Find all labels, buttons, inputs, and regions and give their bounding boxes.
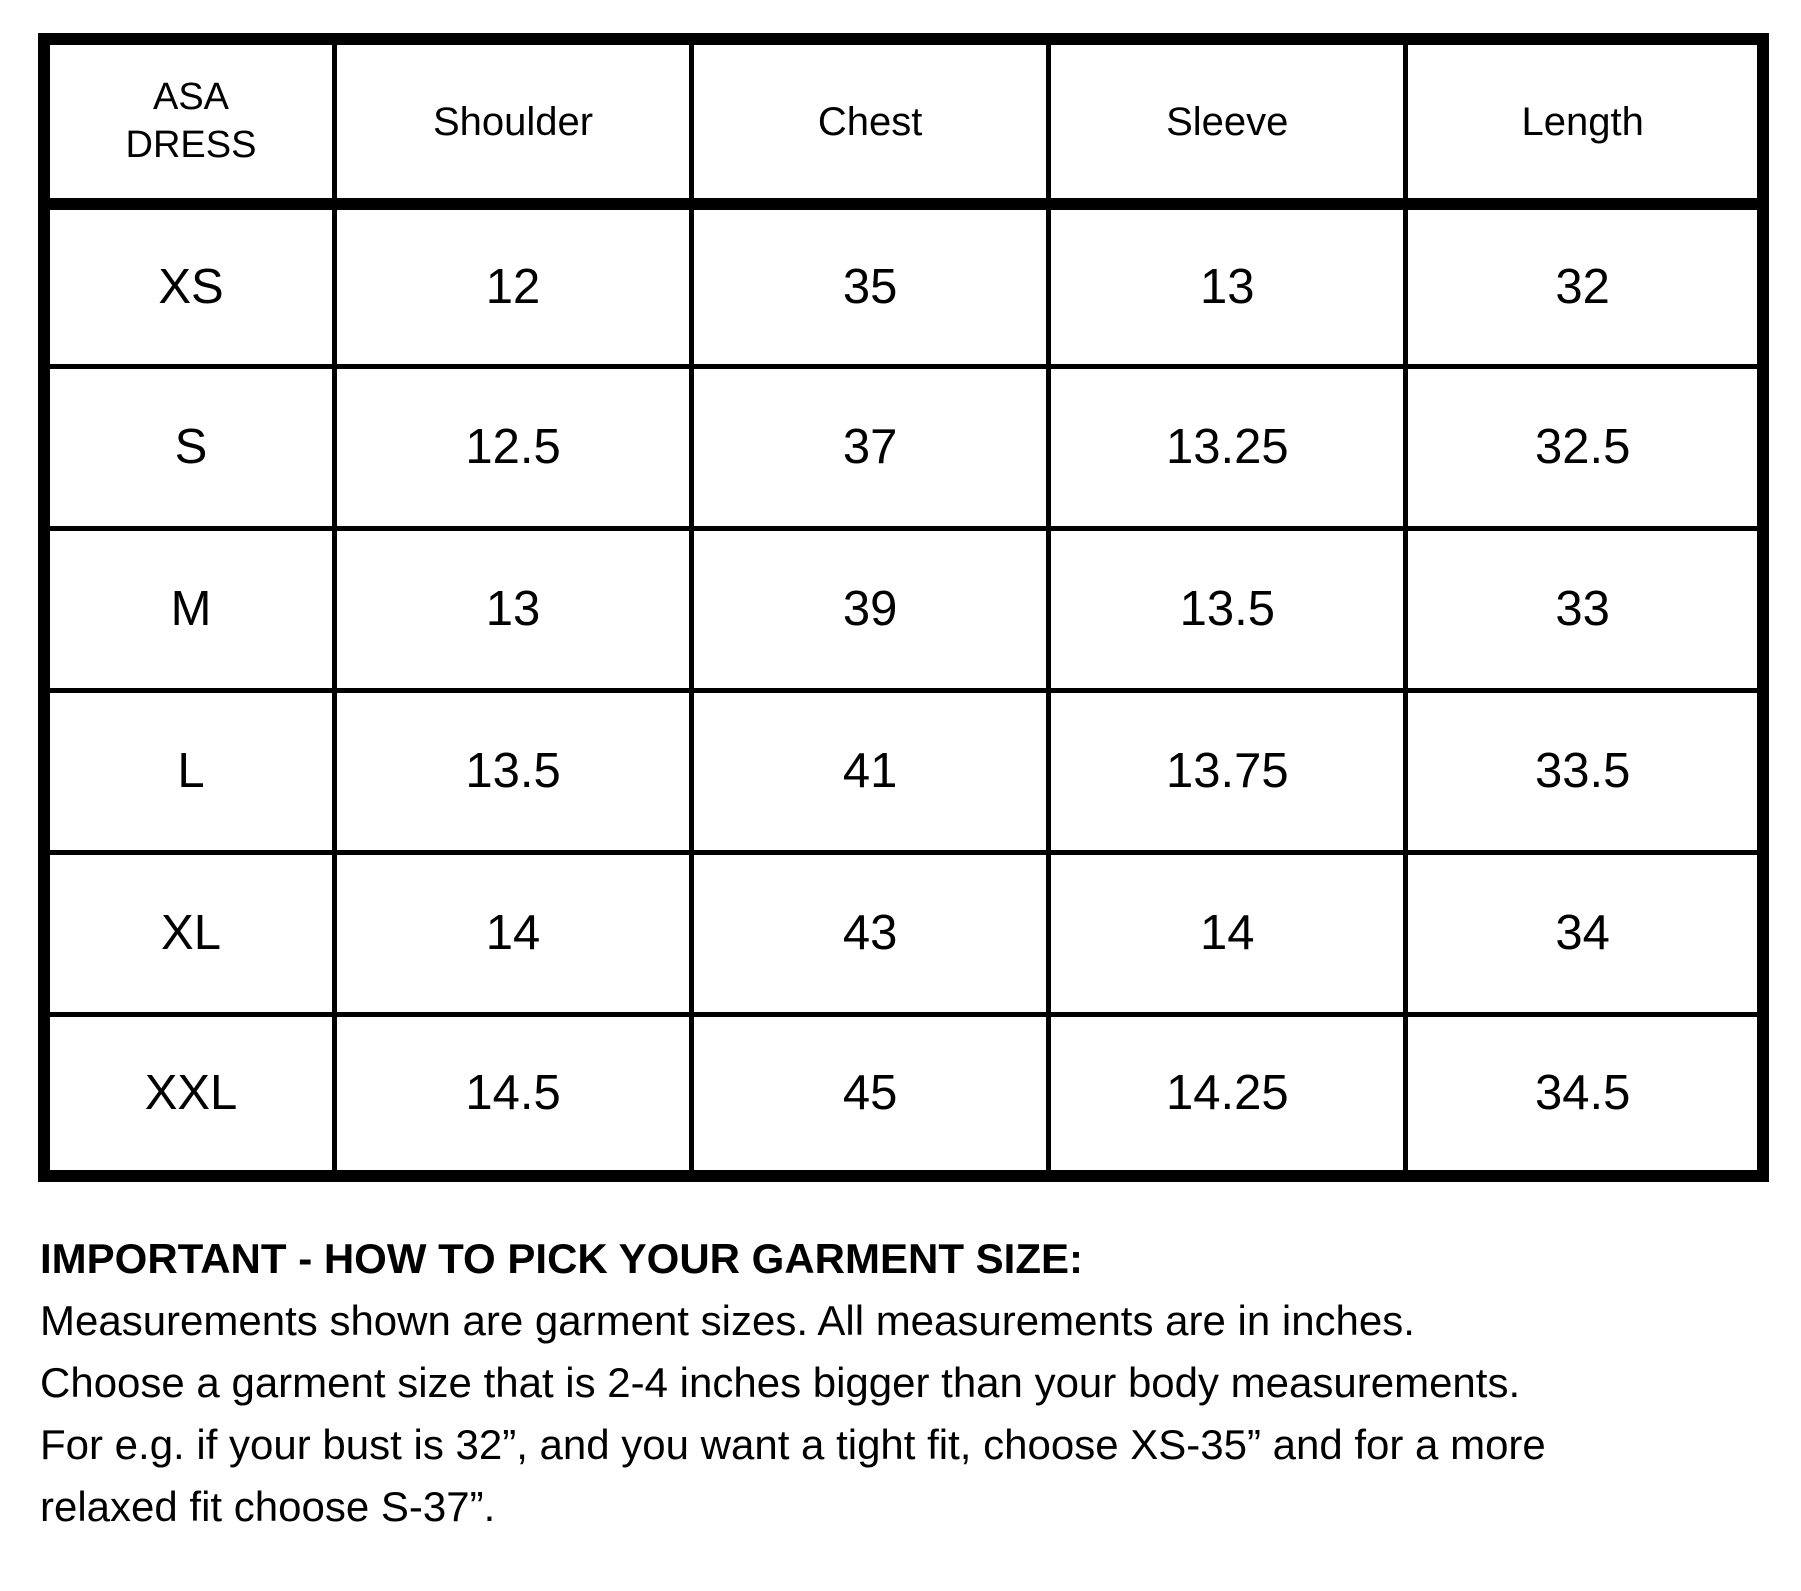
sizing-note-title: IMPORTANT - HOW TO PICK YOUR GARMENT SIZ…: [40, 1235, 1083, 1282]
shoulder-value: 13.5: [331, 687, 695, 855]
size-chart-table: ASA DRESS Shoulder Chest Sleeve Length X…: [38, 33, 1769, 1182]
chest-value: 43: [689, 849, 1052, 1017]
sleeve-value: 13.5: [1046, 525, 1409, 693]
length-value: 34: [1403, 849, 1766, 1017]
header-cell-chest: Chest: [689, 36, 1052, 210]
header-cell-sleeve: Sleeve: [1046, 36, 1409, 210]
size-cell: M: [41, 525, 337, 693]
table-row-xl: XL 14 43 14 34: [41, 849, 1766, 1017]
chest-value: 39: [689, 525, 1052, 693]
chest-value: 45: [689, 1011, 1052, 1179]
table-row-l: L 13.5 41 13.75 33.5: [41, 687, 1766, 855]
sleeve-value: 13: [1046, 201, 1409, 369]
size-cell: XS: [41, 201, 337, 369]
size-cell: XL: [41, 849, 337, 1017]
shoulder-value: 12.5: [331, 363, 695, 531]
sleeve-value: 14: [1046, 849, 1409, 1017]
table-row-xxl: XXL 14.5 45 14.25 34.5: [41, 1011, 1766, 1179]
sizing-note-line: For e.g. if your bust is 32”, and you wa…: [40, 1421, 1546, 1468]
shoulder-value: 12: [331, 201, 695, 369]
length-value: 34.5: [1403, 1011, 1766, 1179]
length-value: 32: [1403, 201, 1766, 369]
table-row-s: S 12.5 37 13.25 32.5: [41, 363, 1766, 531]
sleeve-value: 13.25: [1046, 363, 1409, 531]
sizing-note-line: relaxed fit choose S-37”.: [40, 1483, 496, 1530]
size-cell: XXL: [41, 1011, 337, 1179]
sleeve-value: 14.25: [1046, 1011, 1409, 1179]
sizing-note-line: Choose a garment size that is 2-4 inches…: [40, 1359, 1521, 1406]
size-cell: L: [41, 687, 337, 855]
table-row-xs: XS 12 35 13 32: [41, 201, 1766, 369]
sizing-note-line: Measurements shown are garment sizes. Al…: [40, 1297, 1415, 1344]
header-cell-shoulder: Shoulder: [331, 36, 695, 210]
header-cell-product: ASA DRESS: [41, 36, 337, 210]
chest-value: 41: [689, 687, 1052, 855]
length-value: 33: [1403, 525, 1766, 693]
sizing-note: IMPORTANT - HOW TO PICK YOUR GARMENT SIZ…: [40, 1228, 1771, 1538]
chest-value: 37: [689, 363, 1052, 531]
header-cell-length: Length: [1403, 36, 1766, 210]
table-header-row: ASA DRESS Shoulder Chest Sleeve Length: [41, 36, 1766, 210]
length-value: 32.5: [1403, 363, 1766, 531]
chest-value: 35: [689, 201, 1052, 369]
sleeve-value: 13.75: [1046, 687, 1409, 855]
size-cell: S: [41, 363, 337, 531]
length-value: 33.5: [1403, 687, 1766, 855]
shoulder-value: 14: [331, 849, 695, 1017]
table-row-m: M 13 39 13.5 33: [41, 525, 1766, 693]
shoulder-value: 14.5: [331, 1011, 695, 1179]
shoulder-value: 13: [331, 525, 695, 693]
